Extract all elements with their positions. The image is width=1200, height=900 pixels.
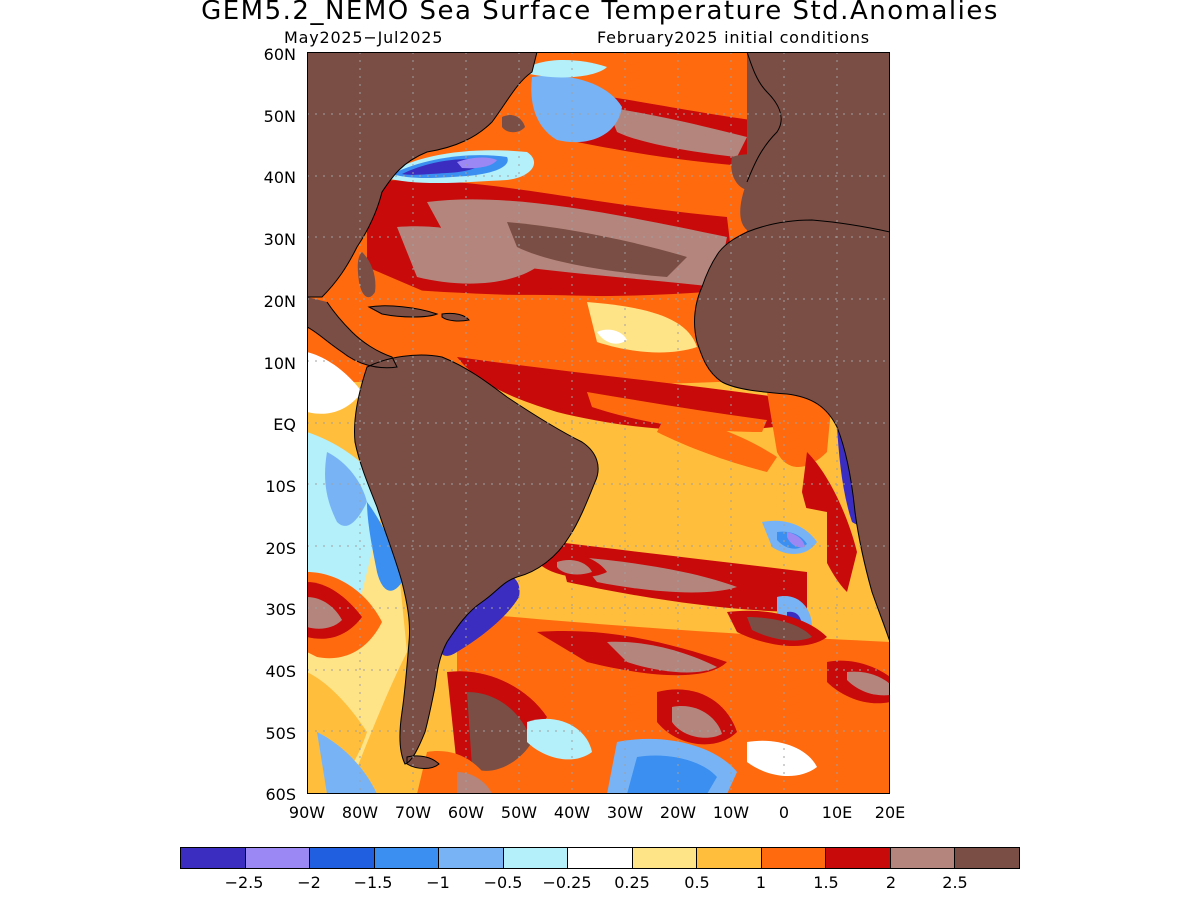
iberia xyxy=(731,154,777,190)
colorbar-label: −0.25 xyxy=(542,873,592,892)
lat-label: 20N xyxy=(263,292,296,311)
lon-label: 70W xyxy=(394,803,432,822)
colorbar-swatch xyxy=(568,848,633,868)
lat-label: 20S xyxy=(265,539,296,558)
colorbar-swatch xyxy=(761,848,827,868)
map-frame xyxy=(307,52,890,794)
land-masses xyxy=(307,52,890,769)
lon-label: 30W xyxy=(606,803,644,822)
lat-label: 60N xyxy=(263,45,296,64)
colorbar-swatch xyxy=(826,848,891,868)
colorbar-label: −0.5 xyxy=(483,873,523,892)
lat-label: 30S xyxy=(265,600,296,619)
cuba xyxy=(369,305,437,317)
colorbar-label: −1.5 xyxy=(353,873,393,892)
colorbar-swatch xyxy=(697,848,762,868)
colorbar-swatch xyxy=(181,848,246,868)
lat-label: 40N xyxy=(263,168,296,187)
colorbar-swatch xyxy=(632,848,698,868)
colorbar-label: 1 xyxy=(755,873,767,892)
lon-label: 20W xyxy=(659,803,697,822)
lon-label: 20E xyxy=(874,803,906,822)
colorbar-label: 1.5 xyxy=(813,873,839,892)
lon-label: 60W xyxy=(447,803,485,822)
newfoundland xyxy=(502,115,525,133)
sst-anomaly-map xyxy=(307,52,890,794)
colorbar-label: 2.5 xyxy=(942,873,968,892)
colorbar-label: −1 xyxy=(426,873,450,892)
lon-label: 90W xyxy=(288,803,326,822)
lon-label: 10E xyxy=(821,803,853,822)
hispaniola xyxy=(442,313,469,321)
florida xyxy=(357,252,376,298)
lat-label: 40S xyxy=(265,662,296,681)
lon-label: 40W xyxy=(553,803,591,822)
lat-label: 50N xyxy=(263,107,296,126)
colorbar-label: 0.5 xyxy=(684,873,710,892)
colorbar-swatch xyxy=(245,848,311,868)
lat-label: 10N xyxy=(263,354,296,373)
coastlines xyxy=(307,52,890,769)
lat-label: 30N xyxy=(263,230,296,249)
graticule xyxy=(307,52,890,794)
colorbar-label: −2.5 xyxy=(224,873,264,892)
north-america xyxy=(307,52,537,297)
colorbar-swatch xyxy=(374,848,440,868)
forecast-period: May2025−Jul2025 xyxy=(284,28,444,47)
lat-label: 60S xyxy=(265,785,296,804)
lat-label: 50S xyxy=(265,724,296,743)
colorbar-label: −2 xyxy=(297,873,321,892)
colorbar-swatch xyxy=(890,848,956,868)
colorbar-label: 0.25 xyxy=(614,873,650,892)
colorbar xyxy=(180,847,1020,869)
lon-label: 10W xyxy=(712,803,750,822)
lon-label: 0 xyxy=(778,803,790,822)
south-america xyxy=(354,355,599,764)
colorbar-swatch xyxy=(439,848,504,868)
lat-label: EQ xyxy=(273,415,296,434)
lon-label: 80W xyxy=(341,803,379,822)
colorbar-label: 2 xyxy=(885,873,897,892)
lon-label: 50W xyxy=(500,803,538,822)
initial-conditions: February2025 initial conditions xyxy=(597,28,870,47)
colorbar-swatch xyxy=(503,848,569,868)
map-title: GEM5.2_NEMO Sea Surface Temperature Std.… xyxy=(201,0,999,26)
colorbar-swatch xyxy=(955,848,1019,868)
europe xyxy=(740,52,890,232)
lat-label: 10S xyxy=(265,477,296,496)
colorbar-swatch xyxy=(310,848,375,868)
